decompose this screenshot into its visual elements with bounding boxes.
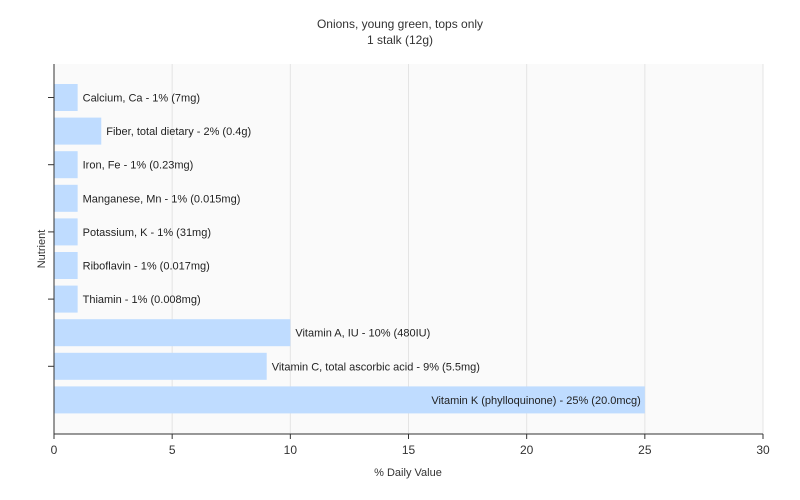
bar: [54, 352, 267, 380]
chart-subtitle: 1 stalk (12g): [367, 33, 433, 47]
bar-data-label: Vitamin K (phylloquinone) - 25% (20.0mcg…: [431, 395, 641, 407]
bar: [54, 386, 645, 414]
bar-data-label: Iron, Fe - 1% (0.23mg): [83, 160, 194, 172]
x-tick-label: 20: [520, 443, 534, 457]
bar-data-label: Thiamin - 1% (0.008mg): [83, 294, 201, 306]
x-axis-title: % Daily Value: [374, 467, 442, 479]
x-tick-label: 15: [402, 443, 416, 457]
x-tick-label: 30: [756, 443, 770, 457]
bars: Calcium, Ca - 1% (7mg) Fiber, total dieta…: [54, 84, 645, 414]
y-axis-title: Nutrient: [36, 230, 48, 269]
axes: 0 5 10 15 20 25 30: [48, 64, 770, 457]
x-tick-label: 0: [51, 443, 58, 457]
bar-data-label: Riboflavin - 1% (0.017mg): [83, 261, 210, 273]
chart-title: Onions, young green, tops only: [317, 17, 483, 31]
bar: [54, 285, 78, 313]
bar-data-label: Calcium, Ca - 1% (7mg): [83, 93, 200, 105]
bar: [54, 252, 78, 279]
grid-lines: [171, 64, 764, 434]
bar: [54, 218, 78, 246]
bar-data-label: Fiber, total dietary - 2% (0.4g): [106, 126, 251, 138]
bar: [54, 84, 78, 111]
bar-data-label: Potassium, K - 1% (31mg): [83, 227, 211, 239]
bar: [54, 151, 78, 179]
bar-data-label: Manganese, Mn - 1% (0.015mg): [83, 193, 241, 205]
x-tick-label: 5: [169, 443, 176, 457]
bar-data-label: Vitamin C, total ascorbic acid - 9% (5.5…: [272, 361, 480, 373]
bar-data-label: Vitamin A, IU - 10% (480IU): [295, 328, 430, 340]
bar: [54, 184, 78, 212]
bar: [54, 319, 291, 347]
x-tick-label: 25: [638, 443, 652, 457]
bar: [54, 117, 102, 145]
x-tick-label: 10: [284, 443, 298, 457]
